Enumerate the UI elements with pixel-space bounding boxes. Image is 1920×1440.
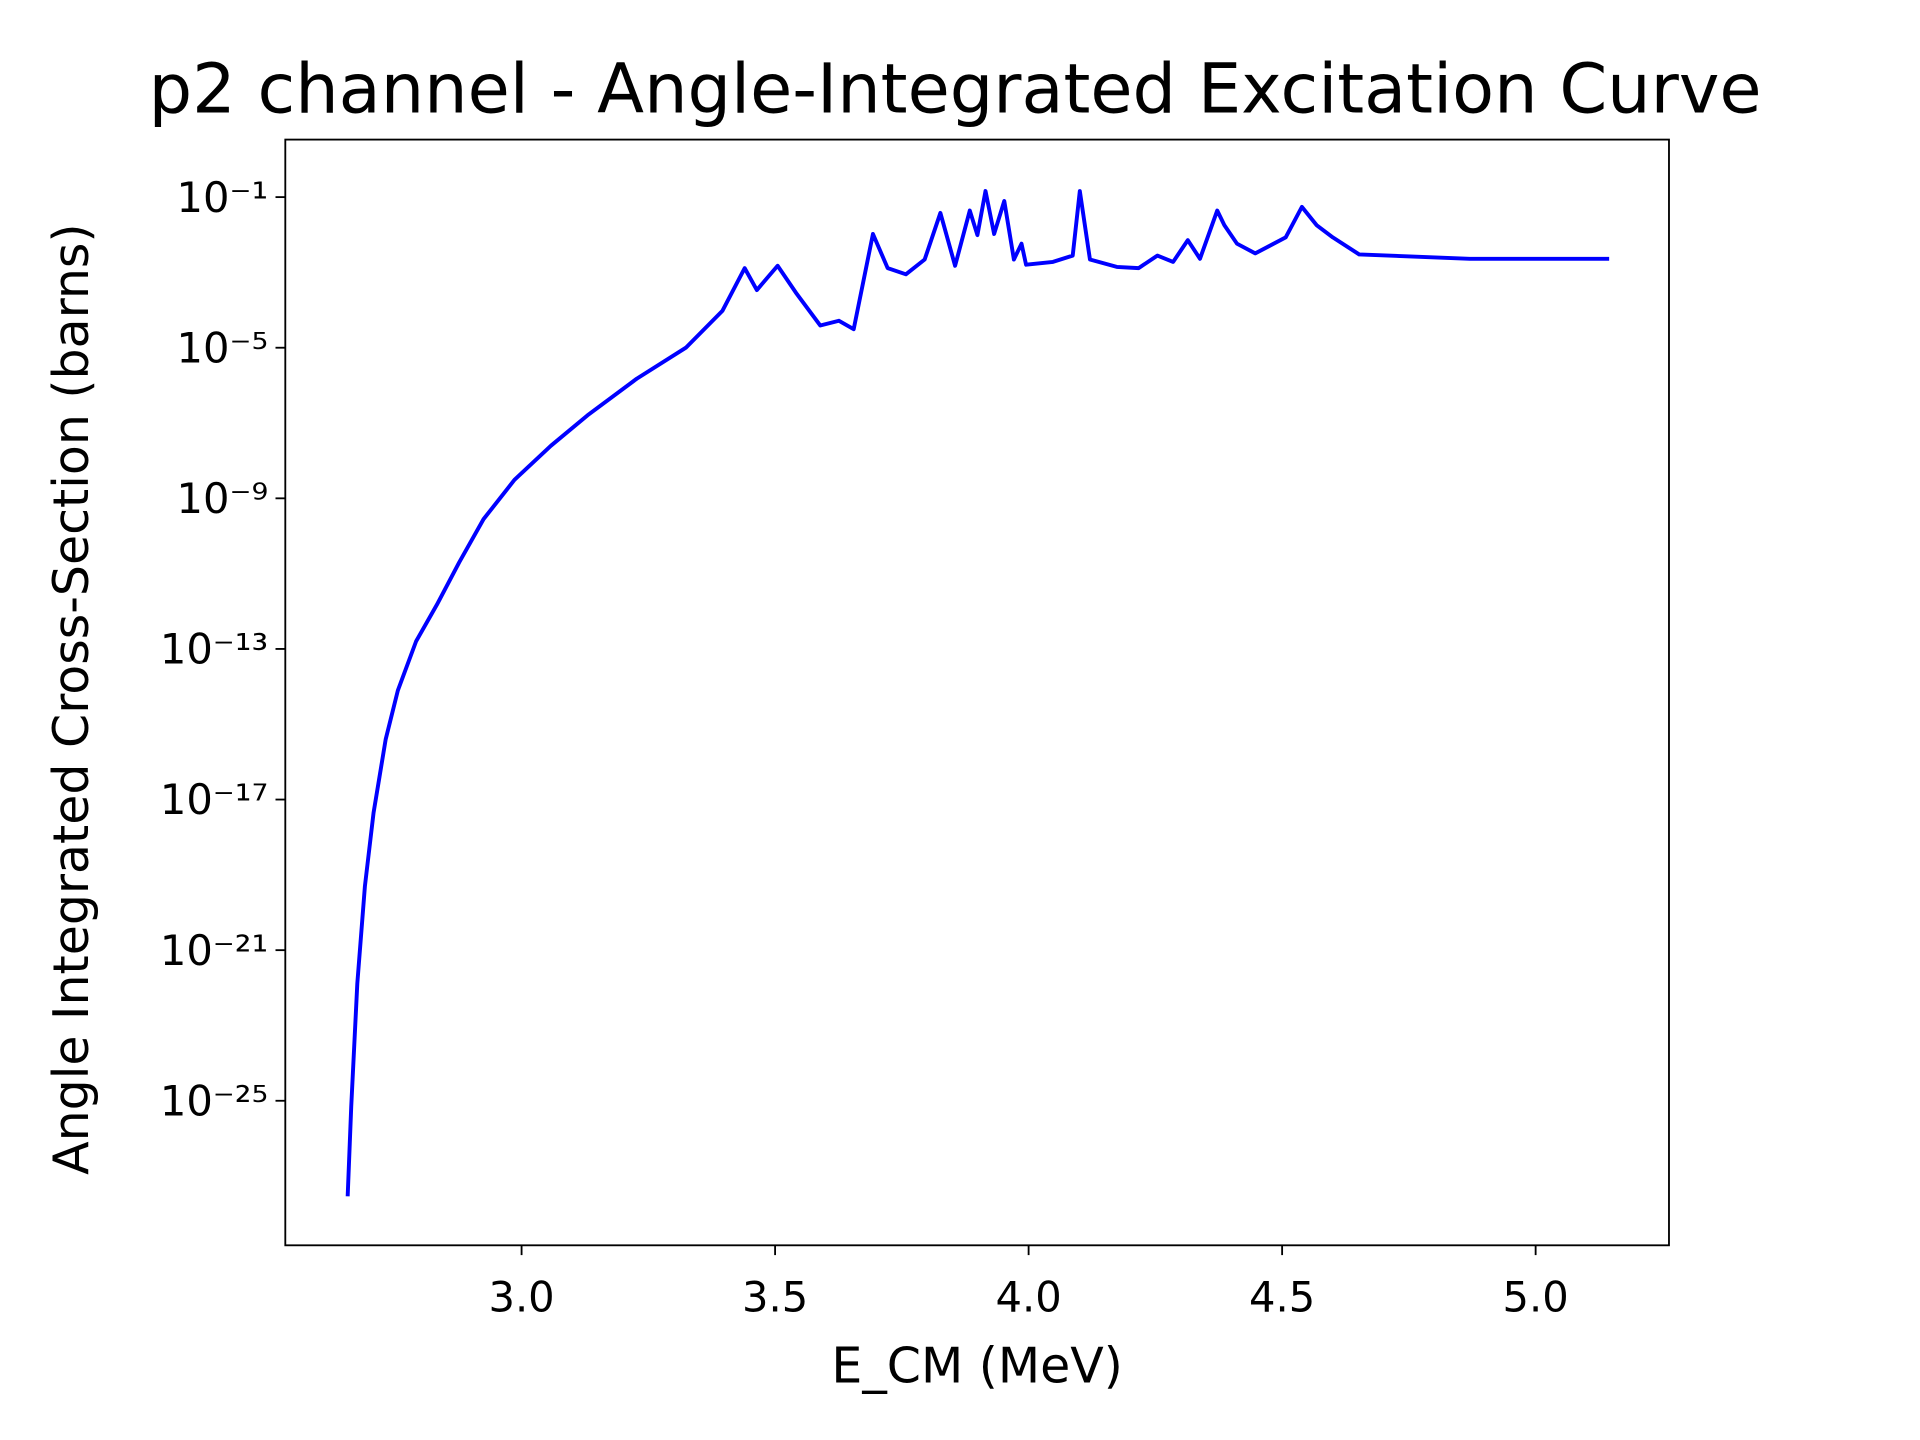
chart-title: p2 channel - Angle-Integrated Excitation…	[149, 50, 1762, 130]
plot-frame	[284, 138, 1670, 1247]
y-tick-label: 10⁻¹³	[160, 625, 268, 674]
y-tick-label: 10⁻²¹	[160, 926, 268, 975]
y-tick-label: 10⁻²⁵	[160, 1076, 268, 1125]
y-axis-label: Angle Integrated Cross-Section (barns)	[43, 223, 100, 1174]
y-tick-label: 10⁻⁵	[177, 323, 269, 372]
x-tick-label: 4.5	[1249, 1272, 1315, 1321]
x-axis-label: E_CM (MeV)	[831, 1337, 1123, 1394]
y-tick-label: 10⁻¹⁷	[160, 775, 268, 824]
x-tick-label: 4.0	[996, 1272, 1062, 1321]
x-tick-label: 3.0	[488, 1272, 554, 1321]
x-tick-label: 3.5	[742, 1272, 808, 1321]
y-tick-label: 10⁻¹	[177, 173, 269, 222]
y-tick-label: 10⁻⁹	[177, 474, 269, 523]
data-line	[345, 189, 1610, 1197]
x-tick-label: 5.0	[1503, 1272, 1569, 1321]
